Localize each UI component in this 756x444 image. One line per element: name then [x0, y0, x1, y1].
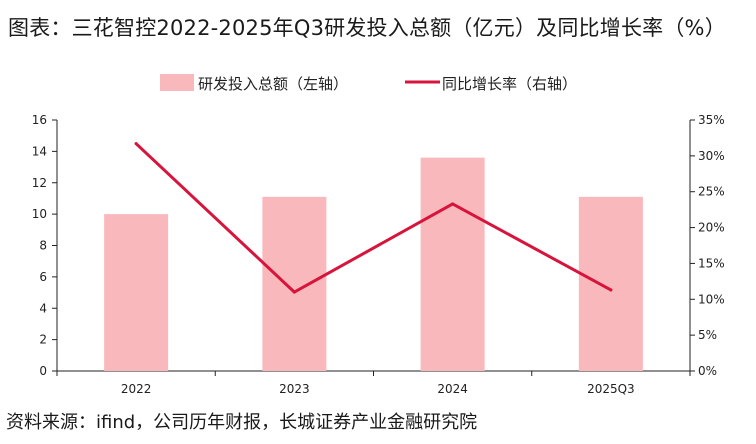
right-tick-label: 15%: [698, 256, 725, 270]
line-point: [292, 290, 296, 294]
bar: [262, 196, 327, 371]
right-axis: 0% 5% 10% 15% 20% 25% 30% 35%: [689, 113, 725, 378]
left-tick-label: 8: [39, 239, 47, 253]
right-tick-label: 25%: [698, 185, 725, 199]
x-tick-label: 2023: [279, 382, 310, 396]
bar: [578, 196, 643, 371]
left-tick-label: 12: [32, 176, 47, 190]
x-axis: 2022 2023 2024 2025Q3: [56, 370, 691, 396]
bar: [104, 214, 169, 371]
line-point: [134, 142, 138, 146]
left-tick-label: 6: [39, 270, 47, 284]
line-series: [134, 142, 613, 294]
line-point: [609, 288, 613, 292]
right-tick-label: 5%: [698, 328, 717, 342]
left-axis: 0 2 4 6 8 10 12 14 16: [32, 113, 58, 378]
right-tick-label: 10%: [698, 292, 725, 306]
legend-bar-label: 研发投入总额（左轴）: [198, 75, 348, 93]
left-tick-label: 14: [32, 144, 47, 158]
x-tick-label: 2025Q3: [587, 382, 635, 396]
x-tick-label: 2022: [121, 382, 152, 396]
legend-line-label: 同比增长率（右轴）: [442, 75, 577, 93]
x-tick-label: 2024: [437, 382, 468, 396]
right-tick-label: 20%: [698, 221, 725, 235]
source-note: 资料来源：ifind，公司历年财报，长城证券产业金融研究院: [6, 412, 478, 433]
right-tick-label: 30%: [698, 149, 725, 163]
legend-bar-swatch: [160, 74, 194, 91]
left-tick-label: 10: [32, 207, 47, 221]
bar-series: [104, 157, 643, 371]
legend: 研发投入总额（左轴） 同比增长率（右轴）: [160, 74, 577, 93]
bar: [420, 157, 485, 371]
left-tick-label: 4: [39, 301, 47, 315]
right-tick-label: 0%: [698, 364, 717, 378]
left-tick-label: 0: [39, 364, 47, 378]
left-tick-label: 16: [32, 113, 47, 127]
right-tick-label: 35%: [698, 113, 725, 127]
chart-title: 图表：三花智控2022-2025年Q3研发投入总额（亿元）及同比增长率（%）: [8, 16, 726, 40]
line-point: [451, 202, 455, 206]
growth-rate-line: [134, 142, 613, 294]
left-tick-label: 2: [39, 333, 47, 347]
